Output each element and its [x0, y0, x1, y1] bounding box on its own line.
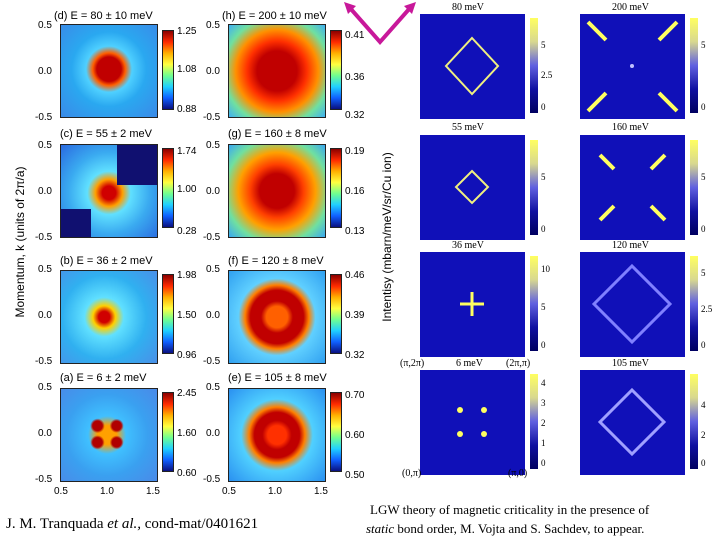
- theory-panel-6-label: 6 meV: [456, 358, 483, 369]
- panel-g-title: (g) E = 160 ± 8 meV: [228, 128, 327, 140]
- theory-colorbar-80: [530, 18, 538, 113]
- theory-panel-160: [580, 135, 685, 240]
- corner-label-bottom-left: (0,π): [402, 468, 422, 479]
- streak-pattern-icon: [598, 153, 667, 222]
- masked-region: [61, 209, 91, 237]
- double-arrow-icon: [344, 2, 416, 46]
- colorbar-b: [162, 274, 174, 354]
- panel-h-title: (h) E = 200 ± 10 meV: [222, 10, 327, 22]
- right-caption: LGW theory of magnetic criticality in th…: [366, 502, 650, 536]
- theory-panel-6: [420, 370, 525, 475]
- colorbar-d: [162, 30, 174, 110]
- theory-panel-36-label: 36 meV: [452, 240, 484, 251]
- diamond-icon: [444, 36, 500, 96]
- y-axis-label: Momentum, k (units of 2π/a): [13, 166, 27, 318]
- left-citation: J. M. Tranquada et al., cond-mat/0401621: [6, 516, 259, 532]
- colorbar-e: [330, 392, 342, 472]
- theory-panel-160-label: 160 meV: [612, 122, 649, 133]
- colorbar-g: [330, 148, 342, 228]
- theory-colorbar-6: [530, 374, 538, 469]
- theory-colorbar-36: [530, 256, 538, 351]
- diamond-icon: [454, 169, 490, 205]
- four-spots-icon: [457, 407, 487, 437]
- corner-label-bottom-right: (π,0): [508, 468, 528, 479]
- theory-colorbar-200: [690, 18, 698, 113]
- map-panel-a: [60, 388, 158, 482]
- theory-colorbar-160: [690, 140, 698, 235]
- theory-panel-120-label: 120 meV: [612, 240, 649, 251]
- diamond-icon: [597, 387, 667, 457]
- map-panel-b: [60, 270, 158, 364]
- masked-region: [117, 145, 157, 185]
- corner-label-top-left: (π,2π): [400, 358, 425, 369]
- colorbar-c: [162, 148, 174, 228]
- theory-panel-80-label: 80 meV: [452, 2, 484, 13]
- theory-panel-55: [420, 135, 525, 240]
- intensity-axis-label: Intentisy (mbarn/meV/sr/Cu ion): [380, 152, 394, 322]
- panel-f-title: (f) E = 120 ± 8 meV: [228, 255, 324, 267]
- corner-label-top-right: (2π,π): [506, 358, 531, 369]
- colorbar-f: [330, 274, 342, 354]
- theory-colorbar-120: [690, 256, 698, 351]
- map-panel-h: [228, 24, 326, 118]
- theory-colorbar-105: [690, 374, 698, 469]
- theory-panel-120: [580, 252, 685, 357]
- colorbar-a: [162, 392, 174, 472]
- map-panel-f: [228, 270, 326, 364]
- panel-c-title: (c) E = 55 ± 2 meV: [60, 128, 152, 140]
- theory-panel-80: [420, 14, 525, 119]
- diamond-icon: [591, 263, 673, 345]
- map-panel-d: [60, 24, 158, 118]
- streak-pattern-icon: [586, 20, 679, 113]
- theory-panel-105: [580, 370, 685, 475]
- cross-icon: [460, 292, 484, 316]
- theory-panel-200: [580, 14, 685, 119]
- map-panel-g: [228, 144, 326, 238]
- panel-e-title: (e) E = 105 ± 8 meV: [228, 372, 327, 384]
- theory-panel-200-label: 200 meV: [612, 2, 649, 13]
- panel-d-title: (d) E = 80 ± 10 meV: [54, 10, 153, 22]
- theory-colorbar-55: [530, 140, 538, 235]
- map-panel-c: [60, 144, 158, 238]
- colorbar-h: [330, 30, 342, 110]
- panel-b-title: (b) E = 36 ± 2 meV: [60, 255, 153, 267]
- map-panel-e: [228, 388, 326, 482]
- panel-a-title: (a) E = 6 ± 2 meV: [60, 372, 147, 384]
- theory-panel-55-label: 55 meV: [452, 122, 484, 133]
- theory-panel-36: [420, 252, 525, 357]
- theory-panel-105-label: 105 meV: [612, 358, 649, 369]
